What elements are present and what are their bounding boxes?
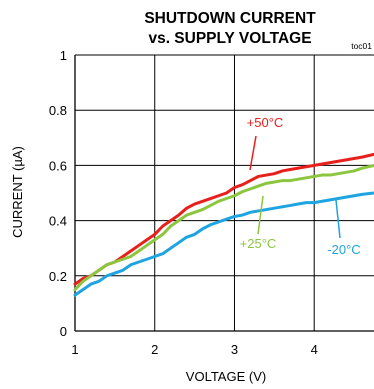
x-axis-label: VOLTAGE (V): [186, 369, 266, 384]
x-tick-label: 4: [311, 342, 318, 357]
y-tick-label: 0.4: [49, 214, 67, 229]
series-line-25c: [73, 163, 374, 292]
x-tick-label: 1: [71, 342, 78, 357]
y-tick-label: 0.8: [49, 103, 67, 118]
chart-title: SHUTDOWN CURRENT: [144, 10, 316, 27]
series-line-50c: [73, 152, 374, 286]
y-tick-label: 0: [60, 324, 67, 339]
tick-labels: 1 2 3 4 0 0.2 0.4 0.6 0.8 1: [49, 48, 318, 357]
series-label-50c: +50°C: [247, 115, 284, 130]
series-pointer-50c: [249, 135, 257, 171]
series-line-20c: [73, 191, 374, 297]
x-tick-label: 3: [231, 342, 238, 357]
series-labels: +50°C +25°C -20°C: [240, 115, 361, 257]
series-label-20c: -20°C: [327, 242, 360, 257]
y-axis-label: CURRENT (µA): [10, 146, 25, 238]
y-tick-label: 1: [60, 48, 67, 63]
chart-subtitle: vs. SUPPLY VOLTAGE: [148, 30, 311, 47]
series-pointer-20c: [335, 199, 341, 239]
grid-lines: [74, 54, 374, 332]
x-tick-label: 2: [151, 342, 158, 357]
series-label-25c: +25°C: [240, 236, 277, 251]
y-tick-label: 0.6: [49, 158, 67, 173]
figure-code: toc01: [351, 41, 372, 51]
series-pointer-25c: [257, 195, 264, 235]
series-lines: [73, 152, 374, 297]
y-tick-label: 0.2: [49, 269, 67, 284]
